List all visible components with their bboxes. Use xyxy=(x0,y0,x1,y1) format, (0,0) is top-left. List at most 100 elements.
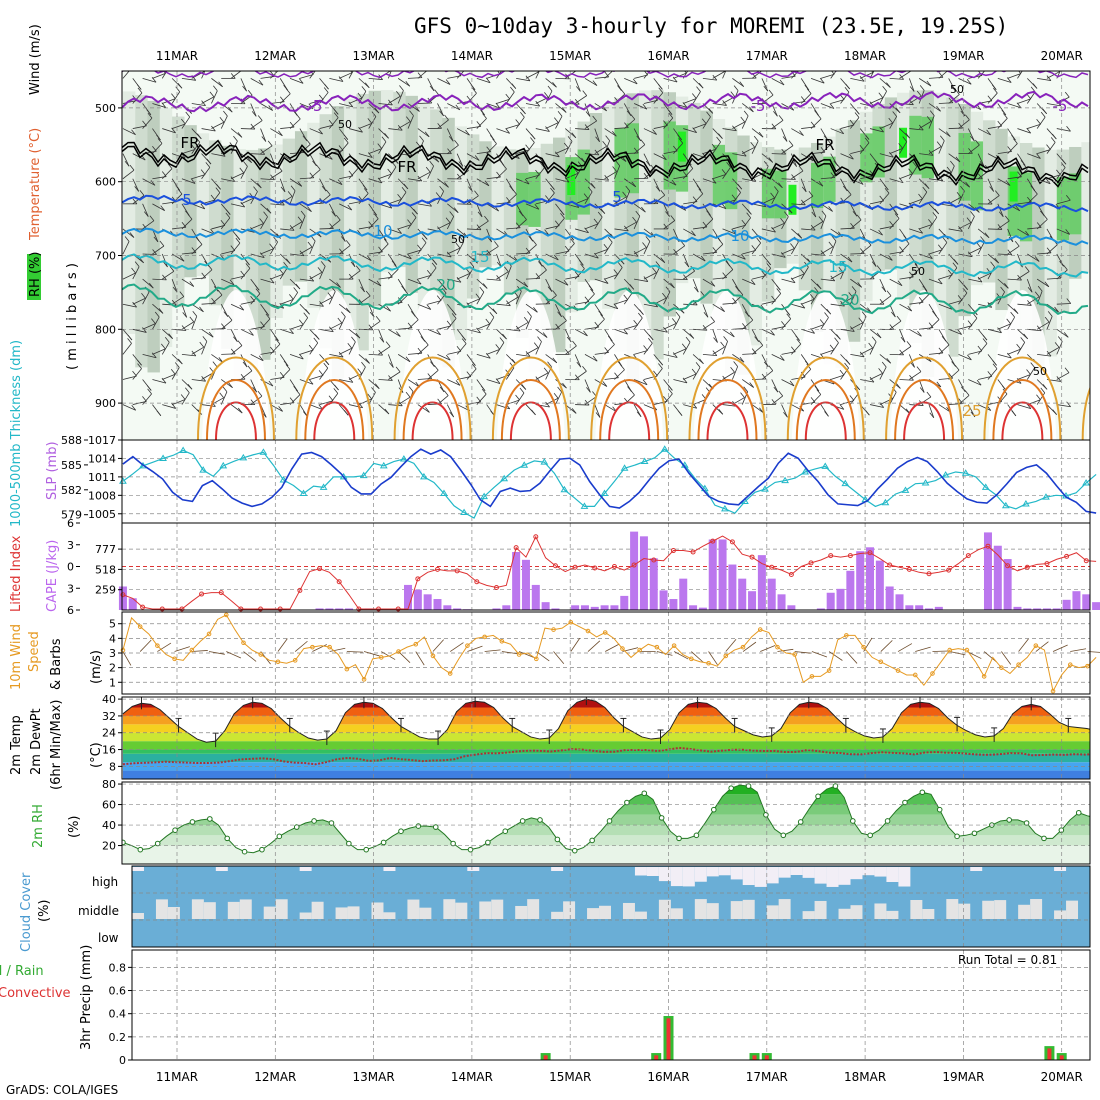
rh-green-cell xyxy=(1056,176,1070,241)
rh-shade-cell xyxy=(307,122,320,308)
wind-barb xyxy=(270,303,284,309)
wind-barb-flag xyxy=(324,359,330,366)
rh-point xyxy=(797,819,804,825)
wind-barb xyxy=(211,153,226,157)
rh-shade-cell xyxy=(319,114,332,349)
wind-barb-flag xyxy=(312,160,317,167)
wind-barb-flag xyxy=(449,211,454,217)
li-point xyxy=(238,606,244,612)
wind-barb-flag xyxy=(237,340,243,346)
rh-shade-cell xyxy=(405,95,418,293)
wind-barb-flag xyxy=(932,212,938,218)
cape-bar xyxy=(738,578,747,610)
wind-barb xyxy=(506,399,520,405)
wind-barb-flag xyxy=(134,186,139,192)
wind-barb-flag xyxy=(219,392,224,399)
cape-bar xyxy=(669,599,678,610)
wind-barb xyxy=(437,78,451,85)
rh-green-cell xyxy=(921,116,935,179)
wind-barb xyxy=(535,341,542,355)
wind-barb-flag xyxy=(740,392,745,398)
wind-barb-flag xyxy=(523,281,529,288)
wind-barb-flag xyxy=(970,411,976,418)
wind-barb-flag xyxy=(938,175,944,181)
wind-barb-flag xyxy=(878,92,884,99)
wind-barb-flag xyxy=(1054,342,1060,348)
wind-barb xyxy=(899,404,911,415)
wind-barb-flag xyxy=(544,229,549,235)
rh-point xyxy=(224,835,231,842)
tick-label: 0.6 xyxy=(109,985,127,998)
wind-barb xyxy=(211,90,218,104)
wind-barb xyxy=(712,103,727,106)
wind-barb-flag xyxy=(800,268,805,275)
wind-barb-flag xyxy=(629,284,635,290)
temp-frame xyxy=(121,696,1091,780)
wind-barb-flag xyxy=(363,188,369,194)
wind-barb-flag xyxy=(588,285,594,291)
cloud-high-block xyxy=(838,867,851,885)
wind-barb xyxy=(633,103,648,110)
li-point xyxy=(356,606,362,612)
wind-barb xyxy=(280,328,294,335)
wind-barb xyxy=(741,379,754,388)
wind-barb xyxy=(633,350,648,355)
wind-barb-flag xyxy=(146,109,152,116)
cloud-high-block xyxy=(826,867,839,887)
wind-barb xyxy=(201,167,211,179)
wind-barb xyxy=(1036,321,1050,330)
wind10m-point xyxy=(396,649,401,654)
wind-barb xyxy=(545,225,560,230)
wind-barb xyxy=(447,144,459,154)
wind-barb-flag xyxy=(471,363,477,370)
wind-barb xyxy=(604,171,617,180)
wind-barb xyxy=(692,91,701,104)
wind-barb-flag xyxy=(285,364,291,370)
wind-barb-flag xyxy=(505,128,510,134)
wind-barb xyxy=(840,124,855,129)
wind-barb-flag xyxy=(810,121,816,128)
wind-barb xyxy=(938,102,953,104)
wind-barb-flag xyxy=(163,261,168,268)
wind-barb-flag xyxy=(573,168,579,174)
wind-barb xyxy=(967,216,975,230)
wind-barb xyxy=(751,128,764,138)
wind-barb-flag xyxy=(389,71,391,72)
wind-barb-flag xyxy=(535,273,541,279)
wind-barb-flag xyxy=(451,313,457,319)
wind-barb-flag xyxy=(305,309,310,315)
wind-barb-flag xyxy=(506,197,511,203)
wind-barb xyxy=(1027,253,1040,262)
wind-barb-flag xyxy=(718,133,723,139)
wind-barb-flag xyxy=(718,409,724,415)
wind-barb xyxy=(299,317,309,330)
wind-barb xyxy=(663,220,676,230)
contour-dome xyxy=(1081,386,1090,440)
cloud-high-block xyxy=(658,867,671,882)
wind-barb xyxy=(476,354,491,359)
wind-barb-flag xyxy=(638,312,643,319)
wind-barb-flag xyxy=(519,387,525,394)
wind-barb-flag xyxy=(444,182,449,188)
wind-barb xyxy=(122,404,136,411)
wind-barb-flag xyxy=(668,112,674,119)
wind-barb-flag xyxy=(482,113,487,119)
wind-barb xyxy=(339,103,353,108)
wind-barb xyxy=(1036,178,1051,185)
wind-barb xyxy=(230,172,244,180)
wind-barb xyxy=(260,103,273,111)
wind-barb xyxy=(368,218,379,230)
wind-barb-flag xyxy=(710,316,715,322)
wind-barb-flag xyxy=(928,219,933,225)
cape-bar xyxy=(610,605,619,610)
cape-bar xyxy=(551,608,560,610)
wind-barb-flag xyxy=(223,110,228,117)
wind-barb-flag xyxy=(563,142,569,149)
wind-barb-flag xyxy=(307,206,312,212)
li-point xyxy=(651,557,657,563)
wind-barb xyxy=(683,228,696,237)
wind-barb xyxy=(338,316,346,330)
wind-barb-flag xyxy=(592,80,598,86)
